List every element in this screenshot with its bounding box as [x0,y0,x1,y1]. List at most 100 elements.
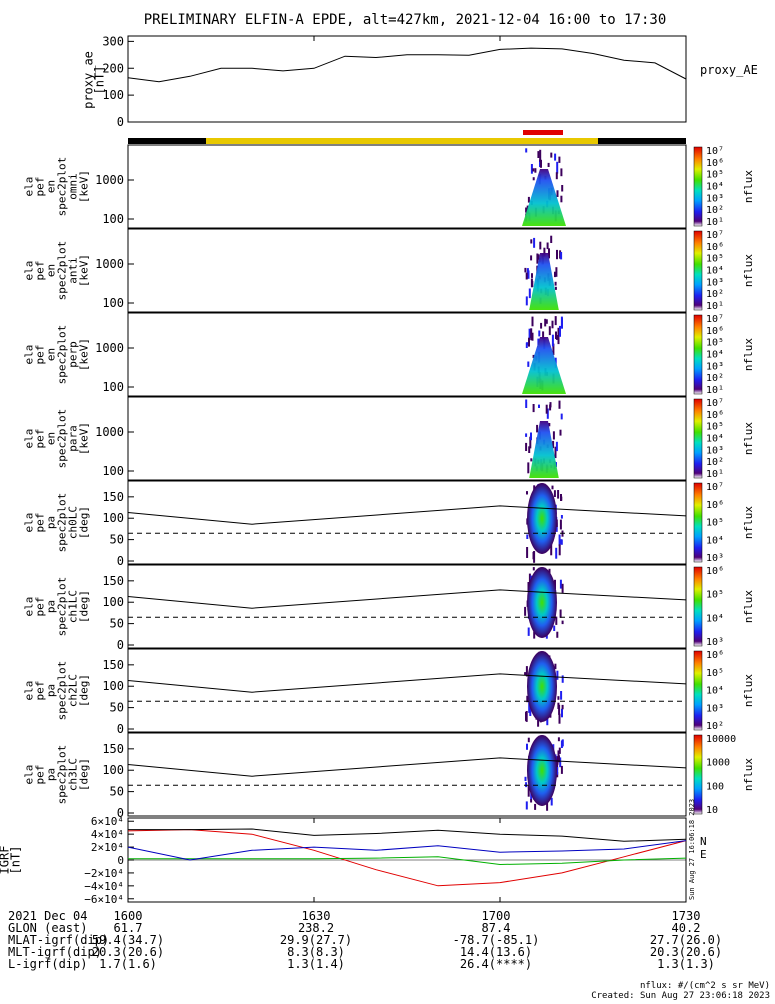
spectrogram-pixel [526,695,529,703]
ae-ytick-label: 200 [102,61,124,75]
loss-cone-line [127,673,687,693]
spectrogram-pixel [546,242,549,250]
spectrogram-pixel [533,237,536,248]
spectrogram-pixel [558,704,561,715]
colorbar-tick-label: 10⁷ [706,146,724,157]
panel-ylabel: elapefpaspec2plotch1LC[deg] [23,577,91,637]
igrf-ytick-label: 4×10⁴ [91,828,124,841]
spectrogram-pixel [527,270,530,279]
colorbar-tick-label: 10² [706,457,724,468]
spectrogram-pixel [537,718,540,727]
spectrogram-pixel [525,399,528,408]
spectrogram-pixel [539,241,542,250]
spectrogram-pixel [526,743,528,750]
colorbar [693,482,703,563]
spectrogram-pixel [558,747,561,754]
orbit-table-cell: 1.3(1.3) [657,957,715,971]
spectrogram-pixel [538,330,541,337]
colorbar-tick-label: 10³ [706,445,724,456]
colorbar [693,398,703,479]
spectrogram-pixel [555,441,558,452]
ae-legend: proxy_AE [700,63,758,77]
spectrogram-pixel [530,164,533,174]
spectrogram-pixel [525,666,528,677]
spectrogram-pixel [560,765,563,774]
colorbar-tick-label: 10⁶ [706,410,724,421]
spectrogram-pixel [554,271,556,278]
colorbar-unit: nflux [742,674,755,707]
colorbar-tick-label: 1000 [706,758,730,769]
panel-ytick-label: 1000 [95,341,124,355]
spectrogram-pixel [545,404,548,414]
colorbar-tick-label: 10⁶ [706,650,724,661]
colorbar-tick-label: 10² [706,721,724,732]
colorbar [693,566,703,647]
spectrogram-pixel [558,755,560,763]
side-timestamp: Sun Aug 27 16:06:18 2023 [688,799,696,900]
panel-frame [127,228,687,313]
panel-ytick-label: 100 [102,380,124,394]
spectrogram-pixel [527,582,530,591]
spectrogram-pixel [540,159,542,168]
spectrogram-pixel [537,151,540,158]
spectrogram-pixel [530,328,533,341]
panel-ylabel: elapefpaspec2plotch3LC[deg] [23,745,91,805]
figure-title: PRELIMINARY ELFIN-A EPDE, alt=427km, 202… [144,12,667,28]
spectrogram-pixel [527,785,530,797]
spectrogram-pixel [554,579,556,590]
spectrogram-pixel [561,620,564,625]
spectrogram-pixel [551,320,554,329]
igrf-legend-E: E [700,848,707,861]
colorbar-tick-label: 10⁶ [706,242,724,253]
spectrogram-pixel [525,442,528,451]
colorbar-unit: nflux [742,506,755,539]
spectrogram-pixel [529,436,532,449]
panel-ytick-label: 50 [110,533,124,547]
orbit-table-cell: 238.2 [298,921,334,935]
colorbar-tick-label: 10⁷ [706,314,724,325]
colorbar-tick-label: 10⁵ [706,170,724,181]
orbit-table-cell: 61.7 [114,921,143,935]
orbit-table-cell: 26.4(****) [460,957,532,971]
colorbar-tick-label: 10³ [706,193,724,204]
igrf-legend-N: N [700,835,707,848]
panel-ytick-label: 0 [117,722,124,736]
igrf-series-line [127,829,687,887]
colorbar-tick-label: 10³ [706,637,724,648]
ae-series-line [127,47,687,83]
spectrogram-pixel [552,440,555,449]
colorbar-tick-label: 10⁷ [706,398,724,409]
spectrogram-pixel [525,711,528,722]
spectrogram-pixel [529,707,532,716]
spectrogram-pixel [554,316,557,326]
spectrogram-pixel [539,149,542,162]
colorbar-tick-label: 10⁶ [706,500,724,511]
orbit-table-cell: 1600 [114,909,143,923]
spectrogram-pixel [546,802,549,811]
colorbar-unit: nflux [742,170,755,203]
panel-ytick-label: 150 [102,658,124,672]
spectrogram-pixel [558,400,561,409]
panel-ytick-label: 1000 [95,257,124,271]
orbit-table-cell: GLON (east) [8,921,87,935]
spectrogram-flux-blob [527,567,557,638]
spectrogram-pixel [560,168,563,177]
colorbar-tick-label: 10⁶ [706,326,724,337]
spectrogram-pixel [550,152,553,158]
igrf-series-line [128,856,687,866]
panel-ytick-label: 1000 [95,173,124,187]
spectrogram-pixel [532,567,535,571]
spectrogram-pixel [528,701,531,713]
spectrogram-pixel [528,328,531,339]
colorbar-tick-label: 10¹ [706,469,724,480]
panel-ytick-label: 100 [102,763,124,777]
spectrogram-pixel [557,327,560,335]
orbit-table-cell: 20.3(20.6) [92,945,164,959]
panel-ylabel: elapefenspec2plotanti[keV] [23,241,91,301]
spectrogram-pixel [530,432,532,441]
colorbar-tick-label: 10⁴ [706,182,724,193]
colorbar-tick-label: 10³ [706,361,724,372]
orbit-table-cell: 8.3(8.3) [287,945,345,959]
spectrogram-flux-cone [522,169,566,226]
spectrogram-pixel [551,485,554,490]
